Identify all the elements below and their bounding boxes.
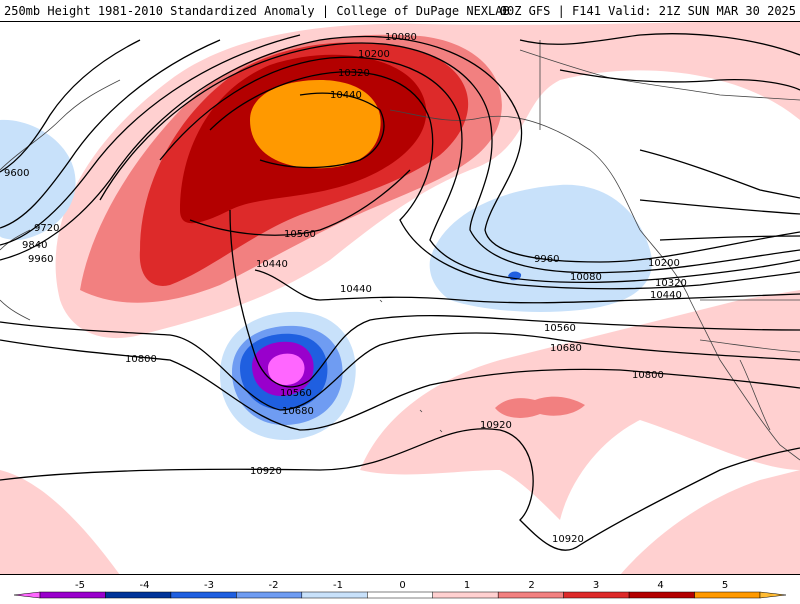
contour-label: 10800: [632, 370, 664, 381]
contour-10440-south: [254, 269, 800, 304]
anomaly-map: 10080 10200 10320 10440 9600 9720 9840 9…: [0, 22, 800, 574]
contour-10800: [0, 339, 800, 431]
contour-label: 10200: [358, 49, 390, 60]
colorbar-segment: [105, 591, 172, 599]
negative-anomaly-2: [429, 184, 652, 312]
contour-9960: [0, 36, 800, 263]
colorbar-segment: [39, 591, 106, 599]
contour-label: 9840: [22, 240, 47, 251]
contour-10560-north: [189, 169, 411, 236]
colorbar-labels: -5 -4 -3 -2 -1 0 1 2 3 4 5: [75, 580, 728, 591]
contour-labels: 10080 10200 10320 10440 9600 9720 9840 9…: [4, 32, 687, 545]
contour-label: 10680: [550, 343, 582, 354]
contour-label: 10920: [250, 466, 282, 477]
model-run-info: 00Z GFS | F141 Valid: 21Z SUN MAR 30 202…: [499, 4, 796, 18]
negative-anomaly-7: [268, 353, 305, 385]
colorbar-label: -5: [75, 580, 85, 591]
positive-anomaly-5: [250, 80, 381, 169]
contour-north-loop-2: [559, 69, 800, 91]
contour-label: 10560: [280, 388, 312, 399]
contour-label: 10320: [655, 278, 687, 289]
contour-9840: [0, 34, 301, 246]
contour-9720: [0, 39, 221, 229]
colorbar-segment: [236, 591, 303, 599]
contour-label: 9600: [4, 168, 29, 179]
colorbar-segment: [497, 591, 564, 599]
colorbar-label: -4: [140, 580, 150, 591]
contour-label: 10560: [544, 323, 576, 334]
contour-label: 10800: [125, 354, 157, 365]
contour-east-1: [639, 149, 800, 199]
colorbar-graphic: -5 -4 -3 -2 -1 0 1 2 3 4 5: [13, 580, 787, 599]
contour-east-2: [639, 199, 800, 215]
contour-10440-north: [259, 92, 385, 169]
contour-north-loop: [519, 33, 800, 56]
contour-label: 10680: [282, 406, 314, 417]
contour-label: 10320: [338, 68, 370, 79]
anomaly-shading: [0, 22, 800, 574]
colorbar-label: -3: [204, 580, 214, 591]
contour-10200: [159, 56, 800, 284]
colorbar-label: 0: [399, 580, 405, 591]
contour-9600: [0, 39, 141, 173]
contour-label: 10440: [256, 259, 288, 270]
negative-anomaly-1: [0, 119, 76, 240]
contour-10320: [209, 71, 800, 290]
contour-label: 9960: [28, 254, 53, 265]
map-header: 250mb Height 1981-2010 Standardized Anom…: [0, 0, 800, 22]
contour-label: 10560: [284, 229, 316, 240]
positive-anomaly-9: [620, 470, 800, 574]
colorbar-label: 2: [528, 580, 534, 591]
colorbar-label: 1: [464, 580, 470, 591]
positive-anomaly-7: [495, 396, 585, 418]
colorbar-segment: [563, 591, 630, 599]
colorbar-segment: [170, 591, 237, 599]
contour-label: 10080: [385, 32, 417, 43]
colorbar-label: 4: [657, 580, 663, 591]
colorbar-label: 5: [722, 580, 728, 591]
contour-10920: [0, 428, 800, 551]
contour-east-3: [659, 235, 800, 241]
height-contours: [0, 33, 800, 551]
colorbar-label: -2: [269, 580, 279, 591]
map-panel: 10080 10200 10320 10440 9600 9720 9840 9…: [0, 22, 800, 575]
positive-anomaly-8: [0, 470, 120, 574]
colorbar-segment: [432, 591, 499, 599]
colorbar-arrow-right: [759, 591, 787, 599]
colorbar-segments: [13, 591, 787, 599]
colorbar-segment: [694, 591, 761, 599]
colorbar-segment: [301, 591, 368, 599]
contour-label: 10920: [480, 420, 512, 431]
colorbar-arrow-left: [13, 591, 41, 599]
contour-10680: [0, 321, 800, 411]
map-title: 250mb Height 1981-2010 Standardized Anom…: [4, 4, 510, 18]
contour-label: 10200: [648, 258, 680, 269]
contour-label: 10920: [552, 534, 584, 545]
colorbar-label: 3: [593, 580, 599, 591]
contour-label: 10440: [340, 284, 372, 295]
contour-label: 10440: [330, 90, 362, 101]
contour-10080: [99, 42, 800, 274]
contour-label: 9720: [34, 223, 59, 234]
colorbar-segment: [628, 591, 695, 599]
contour-label: 10080: [570, 272, 602, 283]
colorbar-label: -1: [333, 580, 343, 591]
contour-label: 9960: [534, 254, 559, 265]
colorbar-segment: [367, 591, 433, 599]
contour-10560-south: [229, 209, 800, 388]
contour-label: 10440: [650, 290, 682, 301]
colorbar: -5 -4 -3 -2 -1 0 1 2 3 4 5: [0, 575, 800, 600]
